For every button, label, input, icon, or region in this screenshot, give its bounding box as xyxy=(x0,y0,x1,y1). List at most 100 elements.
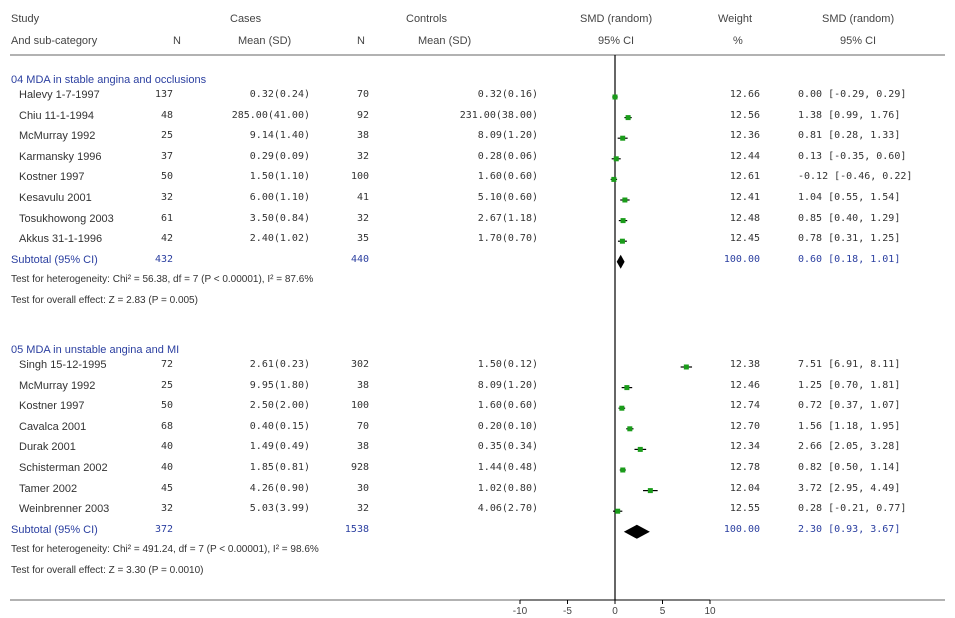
subtotal-label: Subtotal (95% CI) xyxy=(11,253,98,266)
controls-n: 92 xyxy=(356,109,369,121)
cases-mean-sd: 4.26(0.90) xyxy=(249,482,310,494)
study-smd-ci: 0.00 [-0.29, 0.29] xyxy=(798,89,907,100)
controls-mean-sd: 5.10(0.60) xyxy=(477,192,538,203)
controls-n: 32 xyxy=(356,212,369,224)
controls-mean-sd: 1.50(0.12) xyxy=(477,359,538,370)
header-ci-plot: 95% CI xyxy=(598,35,635,47)
cases-mean-sd: 2.50(2.00) xyxy=(249,400,310,412)
controls-mean-sd: 8.09(1.20) xyxy=(477,130,538,142)
cases-n: 40 xyxy=(160,462,173,473)
cases-n: 68 xyxy=(160,420,173,432)
study-square xyxy=(624,385,630,391)
header-ci-values: 95% CI xyxy=(840,35,877,47)
header-mean-cases: Mean (SD) xyxy=(238,35,292,47)
study-square xyxy=(620,135,626,141)
study-square xyxy=(615,508,621,514)
study-square xyxy=(612,94,618,100)
header-controls: Controls xyxy=(406,13,447,25)
controls-n: 30 xyxy=(356,482,369,494)
study-name: Kesavulu 2001 xyxy=(19,192,92,204)
subtotal-cases-n: 372 xyxy=(154,523,173,535)
header-subcategory: And sub-category xyxy=(11,35,98,47)
cases-mean-sd: 3.50(0.84) xyxy=(249,212,310,224)
study-name: McMurray 1992 xyxy=(19,130,96,143)
header-smd-values: SMD (random) xyxy=(822,13,895,25)
group-title: 04 MDA in stable angina and occlusions xyxy=(11,74,207,86)
study-smd-ci: 0.81 [0.28, 1.33] xyxy=(798,130,901,142)
heterogeneity-test: Test for heterogeneity: Chi² = 491.24, d… xyxy=(11,543,319,555)
study-weight: 12.48 xyxy=(729,212,760,224)
study-square xyxy=(620,218,626,224)
header-weight: Weight xyxy=(718,13,753,25)
controls-mean-sd: 1.60(0.60) xyxy=(477,400,538,412)
subtotal-diamond xyxy=(616,254,625,269)
study-smd-ci: 1.38 [0.99, 1.76] xyxy=(798,109,901,121)
study-weight: 12.44 xyxy=(729,150,760,162)
x-tick-label: -10 xyxy=(513,606,528,617)
study-name: Karmansky 1996 xyxy=(19,150,102,163)
controls-mean-sd: 1.02(0.80) xyxy=(477,482,538,494)
study-smd-ci: 1.25 [0.70, 1.81] xyxy=(798,379,901,391)
controls-n: 38 xyxy=(356,130,369,142)
controls-n: 38 xyxy=(356,379,369,391)
cases-n: 42 xyxy=(160,233,173,245)
cases-n: 137 xyxy=(154,89,173,100)
cases-mean-sd: 2.40(1.02) xyxy=(249,233,310,245)
controls-mean-sd: 231.00(38.00) xyxy=(459,109,538,121)
study-square xyxy=(619,405,625,411)
study-square xyxy=(611,176,617,182)
subtotal-cases-n: 432 xyxy=(154,253,173,265)
subtotal-smd-ci: 0.60 [0.18, 1.01] xyxy=(798,253,901,265)
controls-mean-sd: 1.44(0.48) xyxy=(477,462,538,473)
subtotal-diamond xyxy=(623,524,650,539)
study-weight: 12.45 xyxy=(729,233,760,245)
cases-mean-sd: 9.14(1.40) xyxy=(249,130,310,142)
controls-n: 100 xyxy=(350,171,369,183)
cases-n: 25 xyxy=(160,379,173,391)
heterogeneity-test: Test for heterogeneity: Chi² = 56.38, df… xyxy=(11,273,314,285)
study-name: Durak 2001 xyxy=(19,441,76,454)
study-smd-ci: 1.56 [1.18, 1.95] xyxy=(798,420,901,432)
subtotal-controls-n: 1538 xyxy=(344,523,369,535)
subtotal-weight: 100.00 xyxy=(723,523,760,535)
header-smd-plot: SMD (random) xyxy=(580,13,653,25)
header-n-controls: N xyxy=(357,35,365,47)
cases-n: 50 xyxy=(160,171,173,183)
controls-mean-sd: 4.06(2.70) xyxy=(477,503,538,515)
study-smd-ci: 3.72 [2.95, 4.49] xyxy=(798,482,901,494)
study-square xyxy=(625,115,631,121)
study-smd-ci: 1.04 [0.55, 1.54] xyxy=(798,192,901,203)
cases-mean-sd: 1.85(0.81) xyxy=(249,462,310,473)
study-name: Weinbrenner 2003 xyxy=(19,503,110,516)
controls-n: 302 xyxy=(350,359,369,370)
study-name: Halevy 1-7-1997 xyxy=(19,89,100,101)
study-square xyxy=(620,467,626,473)
controls-n: 35 xyxy=(356,233,369,245)
controls-mean-sd: 0.32(0.16) xyxy=(477,89,538,100)
study-weight: 12.38 xyxy=(729,359,760,370)
study-name: Cavalca 2001 xyxy=(19,420,87,433)
study-weight: 12.78 xyxy=(729,462,760,473)
study-square xyxy=(627,426,633,432)
study-smd-ci: 7.51 [6.91, 8.11] xyxy=(798,359,901,370)
study-square xyxy=(647,488,653,494)
study-smd-ci: 0.85 [0.40, 1.29] xyxy=(798,212,901,224)
study-weight: 12.66 xyxy=(729,89,760,100)
study-weight: 12.04 xyxy=(729,482,760,494)
study-weight: 12.36 xyxy=(729,130,760,142)
subtotal-weight: 100.00 xyxy=(723,253,760,265)
study-square xyxy=(613,156,619,162)
study-name: Chiu 11-1-1994 xyxy=(19,109,95,122)
controls-mean-sd: 8.09(1.20) xyxy=(477,379,538,391)
cases-n: 50 xyxy=(160,400,173,412)
controls-n: 32 xyxy=(356,503,369,515)
study-weight: 12.41 xyxy=(729,192,760,203)
study-smd-ci: -0.12 [-0.46, 0.22] xyxy=(798,171,913,183)
group-title: 05 MDA in unstable angina and MI xyxy=(11,344,180,356)
controls-mean-sd: 0.28(0.06) xyxy=(477,150,538,162)
cases-mean-sd: 6.00(1.10) xyxy=(249,192,310,203)
study-name: Kostner 1997 xyxy=(19,171,85,184)
cases-mean-sd: 0.40(0.15) xyxy=(249,420,310,432)
cases-mean-sd: 5.03(3.99) xyxy=(249,503,310,515)
